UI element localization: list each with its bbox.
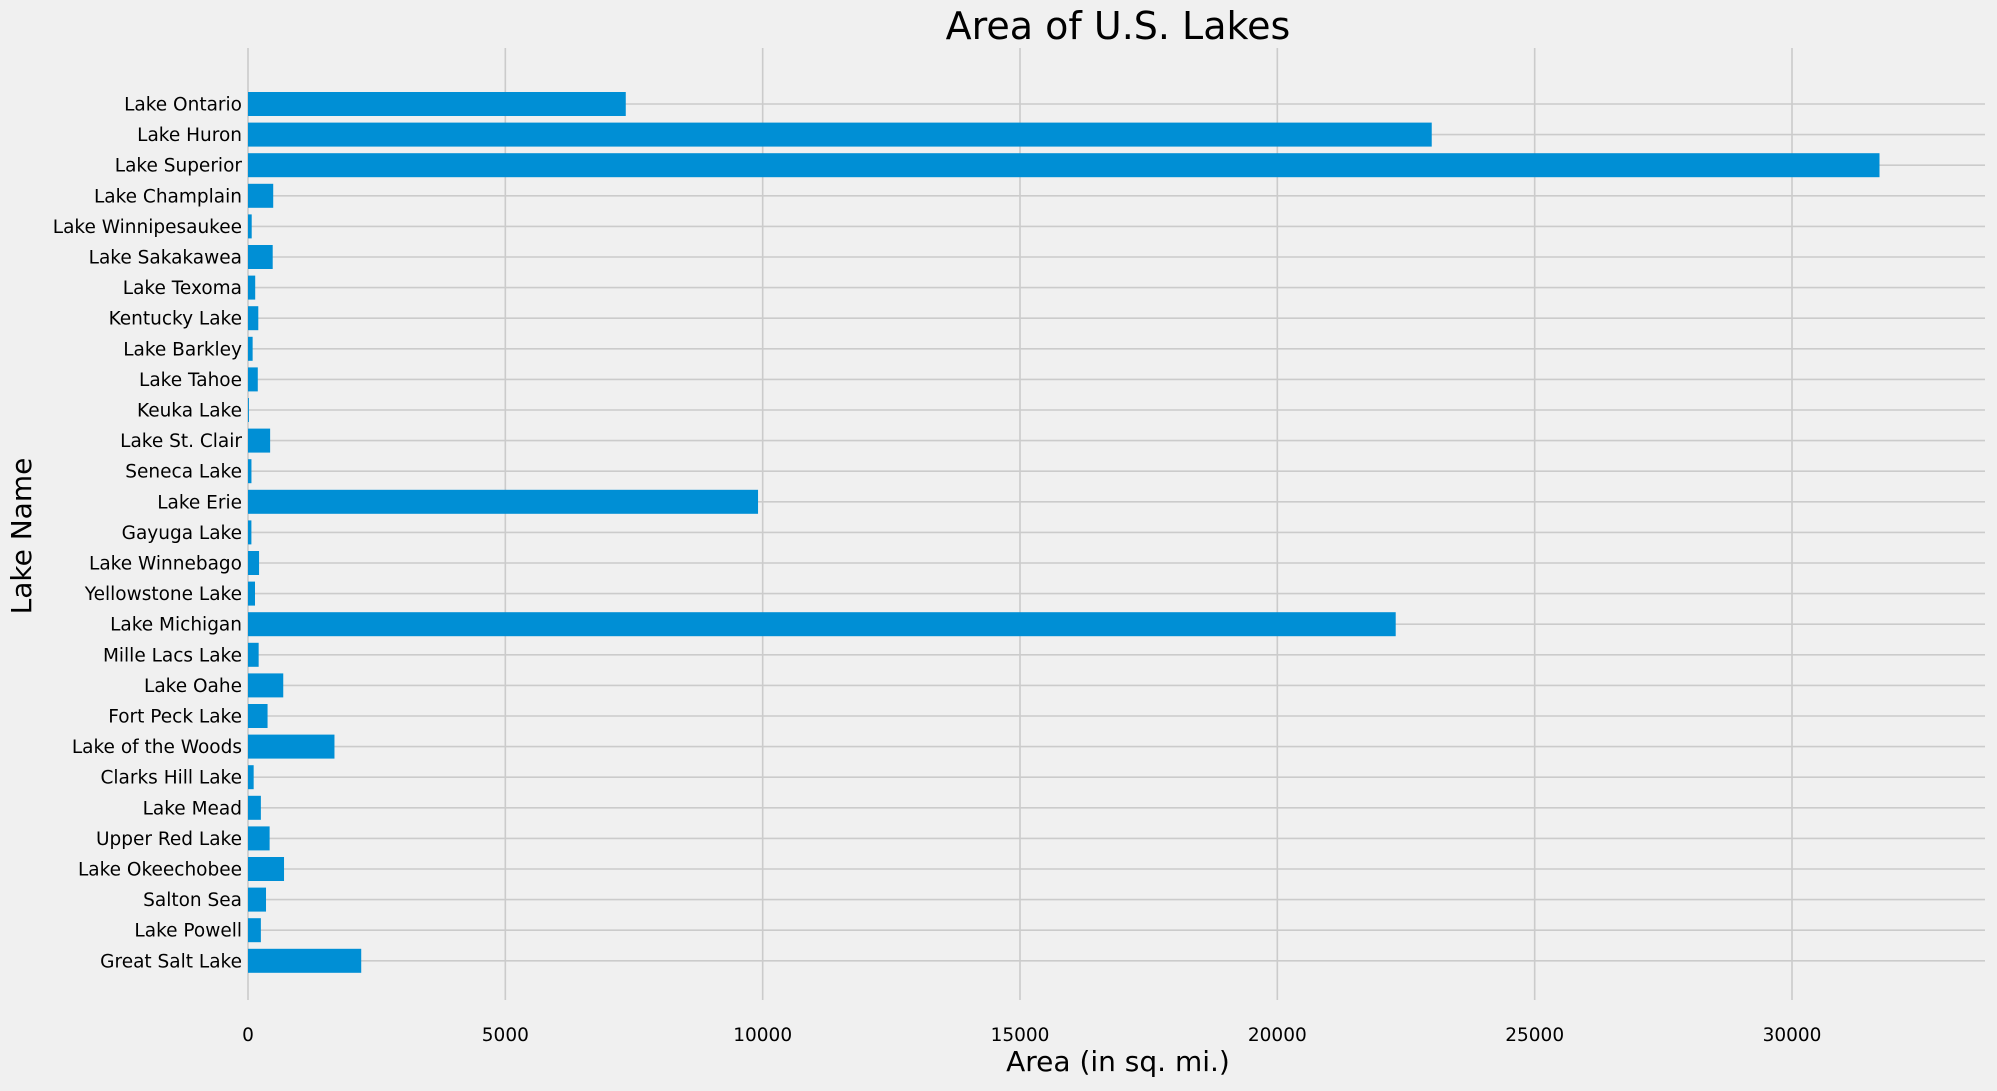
x-tick-label: 0 <box>242 1025 254 1046</box>
bar <box>248 489 759 514</box>
bar <box>248 92 626 116</box>
y-tick-label: Clarks Hill Lake <box>100 768 242 789</box>
bar <box>248 918 261 943</box>
bar <box>248 704 268 728</box>
bar <box>248 398 249 422</box>
y-tick-label: Yellowstone Lake <box>84 584 242 605</box>
bar <box>248 428 271 453</box>
chart-title: Area of U.S. Lakes <box>946 4 1291 48</box>
bar <box>248 551 260 575</box>
y-tick-label: Lake Sakakawea <box>89 248 242 269</box>
bar <box>248 367 258 392</box>
bar <box>248 183 274 208</box>
bar <box>248 459 252 484</box>
y-tick-label: Keuka Lake <box>137 401 242 422</box>
y-tick-label: Lake of the Woods <box>72 737 242 758</box>
bar <box>248 245 273 269</box>
x-tick-label: 10000 <box>733 1025 792 1046</box>
bar <box>248 153 1880 178</box>
bar <box>248 673 284 698</box>
bar <box>248 887 267 912</box>
y-tick-label: Upper Red Lake <box>96 829 242 850</box>
bar <box>248 612 1396 637</box>
y-axis-label: Lake Name <box>5 458 38 615</box>
y-tick-label: Lake Erie <box>157 492 242 513</box>
x-tick-label: 20000 <box>1248 1025 1307 1046</box>
bar <box>248 642 259 667</box>
bars <box>248 92 1880 973</box>
grid <box>247 48 1985 1000</box>
y-tick-label: Lake Ontario <box>124 95 242 116</box>
x-tick-labels: 0 5000 10000 15000 20000 25000 30000 <box>242 1025 1821 1046</box>
y-tick-labels: Lake Ontario Lake Huron Lake Superior Lake … <box>53 95 243 973</box>
y-tick-label: Lake Okeechobee <box>78 860 242 881</box>
x-tick-label: 15000 <box>991 1025 1050 1046</box>
bar <box>248 214 252 239</box>
x-axis-label: Area (in sq. mi.) <box>1006 1045 1230 1078</box>
y-tick-label: Mille Lacs Lake <box>103 645 242 666</box>
bar <box>248 581 255 606</box>
bar <box>248 306 259 331</box>
bar <box>248 857 285 881</box>
y-tick-label: Lake Barkley <box>123 339 242 360</box>
y-tick-label: Great Salt Lake <box>100 951 242 972</box>
x-tick-label: 30000 <box>1763 1025 1822 1046</box>
bar <box>248 734 335 759</box>
y-tick-label: Lake St. Clair <box>120 431 242 452</box>
y-tick-label: Lake Mead <box>143 798 242 819</box>
bar <box>248 765 254 790</box>
y-tick-label: Lake Powell <box>134 921 242 942</box>
bar <box>248 826 270 851</box>
y-tick-label: Lake Texoma <box>123 278 242 299</box>
y-tick-label: Salton Sea <box>143 890 242 911</box>
y-tick-label: Fort Peck Lake <box>108 707 242 728</box>
y-tick-label: Lake Huron <box>137 125 242 146</box>
y-tick-label: Lake Oahe <box>144 676 242 697</box>
bar <box>248 795 261 820</box>
y-tick-label: Lake Winnebago <box>89 554 242 575</box>
x-tick-label: 25000 <box>1505 1025 1564 1046</box>
y-tick-label: Lake Winnipesaukee <box>53 217 242 238</box>
y-tick-label: Gayuga Lake <box>122 523 242 544</box>
y-tick-label: Kentucky Lake <box>109 309 242 330</box>
bar <box>248 122 1432 147</box>
bar <box>248 520 252 545</box>
y-tick-label: Lake Michigan <box>110 615 242 636</box>
y-tick-label: Lake Superior <box>115 156 243 177</box>
y-tick-label: Seneca Lake <box>125 462 242 483</box>
bar <box>248 948 362 973</box>
x-tick-label: 5000 <box>482 1025 529 1046</box>
bar <box>248 336 253 361</box>
y-tick-label: Lake Champlain <box>94 186 242 207</box>
y-tick-label: Lake Tahoe <box>139 370 242 391</box>
bar <box>248 275 256 300</box>
